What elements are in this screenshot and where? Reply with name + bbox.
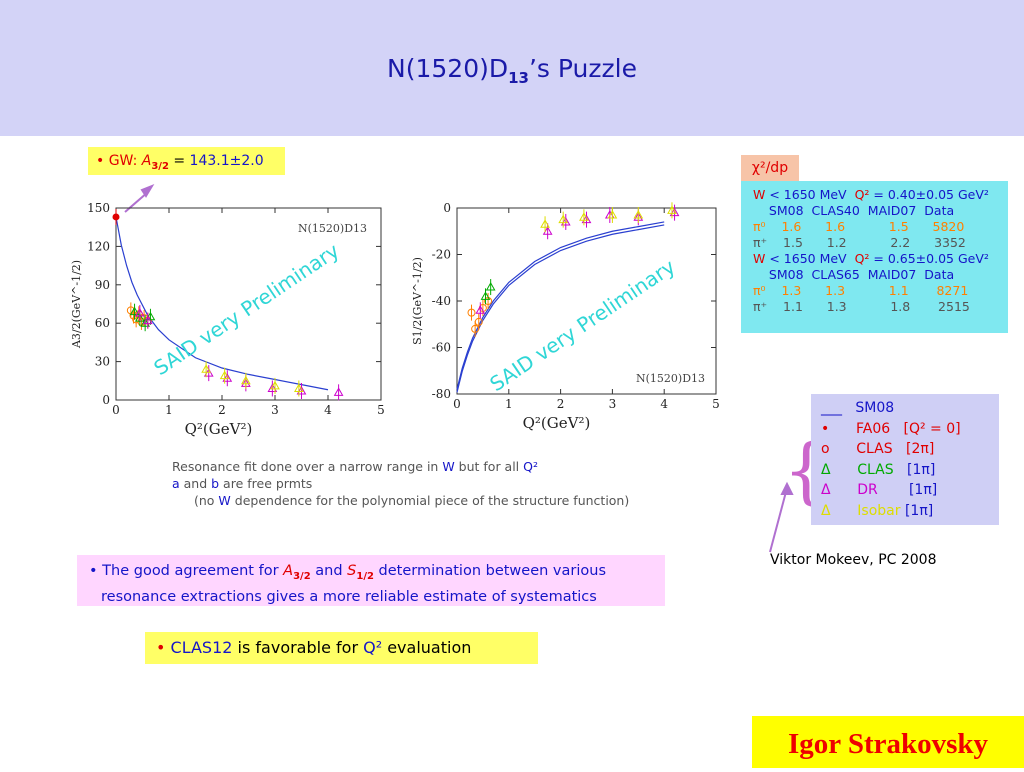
- fit-note: Resonance fit done over a narrow range i…: [172, 459, 630, 508]
- plot-title: N(1520)D13: [298, 222, 367, 235]
- y-tick-label: 0: [102, 393, 110, 407]
- chi2-table: W < 1650 MeV Q² = 0.40±0.05 GeV² SM08 CL…: [741, 181, 1008, 333]
- y-tick-label: 90: [95, 278, 110, 292]
- data-point: [270, 380, 280, 390]
- data-point: [134, 313, 145, 322]
- stats-row-columns2: SM08 CLAS65 MAID07 Data: [753, 267, 955, 282]
- credit-mokeev: Viktor Mokeev, PC 2008: [770, 552, 937, 568]
- y-tick-label: 120: [87, 239, 110, 253]
- data-point: [267, 383, 278, 392]
- legend-item-dr: Δ DR [1π]: [821, 482, 938, 498]
- sm08-curve-band: [456, 224, 665, 393]
- stats-row-pip-1: π⁺ 1.5 1.2 2.2 3352: [753, 235, 966, 250]
- y-tick-label: 60: [95, 316, 110, 330]
- chi2-label: χ²/dp: [741, 155, 799, 181]
- data-point: [142, 315, 153, 325]
- stats-row-pi0-2: π⁰ 1.3 1.3 1.1 8271: [753, 283, 969, 298]
- stats-row-pi0-1: π⁰ 1.6 1.6 1.5 5820: [753, 219, 965, 234]
- data-point: [293, 383, 304, 392]
- x-tick-label: 3: [271, 403, 279, 417]
- legend-item-isobar: Δ Isobar [1π]: [821, 502, 934, 519]
- y-tick-label: -60: [432, 341, 451, 355]
- data-point: [485, 282, 496, 291]
- data-point: [201, 364, 211, 373]
- x-axis-label: Q²(GeV²): [185, 420, 253, 438]
- y-tick-label: 30: [95, 355, 110, 369]
- stats-row-header2: W < 1650 MeV Q² = 0.65±0.05 GeV²: [753, 251, 989, 266]
- data-point: [542, 226, 553, 235]
- data-point: [607, 209, 618, 219]
- y-axis-label: A3/2(GeV^-1/2): [70, 260, 83, 349]
- data-point: [467, 308, 476, 317]
- gw-value-box: • GW: A3/2 = 143.1±2.0: [88, 147, 285, 175]
- data-point: [219, 370, 230, 380]
- chart-a32: 0 1 2 3 4 5 0 30 60 90 120 150 Q²(GeV²) A3/2(GeV^-1/2…: [70, 201, 385, 438]
- sm08-curve: [456, 221, 665, 390]
- data-point: [474, 317, 483, 326]
- y-tick-label: -40: [432, 294, 451, 308]
- data-point: [579, 212, 589, 221]
- data-point: [558, 214, 569, 224]
- data-point: [540, 219, 550, 228]
- x-tick-label: 2: [557, 397, 565, 411]
- x-tick-label: 4: [324, 403, 332, 417]
- y-tick-label: -80: [432, 387, 451, 401]
- data-point: [560, 216, 571, 226]
- y-tick-label: -20: [432, 248, 451, 262]
- clas12-note: • CLAS12 is favorable for Q² evaluation: [145, 632, 538, 664]
- gw-arrow: [124, 183, 155, 213]
- legend-item-clas-1pi: Δ CLAS [1π]: [821, 461, 936, 478]
- x-tick-label: 4: [660, 397, 668, 411]
- stats-row-columns1: SM08 CLAS40 MAID07 Data: [753, 203, 955, 218]
- watermark: SAID very Preliminary: [149, 238, 343, 380]
- plot-title: N(1520)D13: [636, 372, 705, 385]
- sm08-curve: [115, 216, 329, 391]
- author-box: Igor Strakovsky: [752, 716, 1024, 768]
- data-point: [240, 375, 251, 385]
- data-point: [475, 305, 486, 314]
- data-point: [633, 209, 644, 219]
- y-tick-label: 150: [87, 201, 110, 215]
- legend-box: ___ SM08 • FA06 [Q² = 0] o CLAS [2π] Δ C…: [811, 394, 999, 525]
- x-tick-label: 3: [609, 397, 617, 411]
- y-tick-label: 0: [443, 201, 451, 215]
- stats-row-header1: W < 1650 MeV Q² = 0.40±0.05 GeV²: [753, 187, 989, 202]
- x-tick-label: 5: [712, 397, 720, 411]
- data-point: [112, 213, 120, 221]
- data-point: [480, 291, 491, 300]
- stats-row-pip-2: π⁺ 1.1 1.3 1.8 2515: [753, 299, 970, 314]
- x-tick-label: 0: [453, 397, 461, 411]
- data-point: [669, 207, 680, 217]
- agreement-note: • The good agreement for A3/2 and S1/2 d…: [77, 555, 665, 606]
- data-point: [581, 214, 592, 224]
- legend-item-clas-2pi: o CLAS [2π]: [821, 441, 935, 457]
- data-point: [222, 373, 233, 382]
- x-tick-label: 2: [218, 403, 226, 417]
- data-point: [129, 306, 140, 316]
- data-point: [667, 205, 677, 214]
- title-banner: [0, 0, 1024, 136]
- x-axis-label: Q²(GeV²): [523, 414, 591, 432]
- data-point: [145, 311, 156, 321]
- x-tick-label: 0: [112, 403, 120, 417]
- plot-frame: [115, 207, 382, 401]
- mokeev-arrow: [769, 481, 794, 553]
- x-tick-label: 1: [505, 397, 513, 411]
- x-tick-label: 1: [165, 403, 173, 417]
- data-point: [296, 386, 307, 395]
- data-point: [140, 318, 151, 327]
- y-axis-label: S1/2(GeV^-1/2): [411, 257, 424, 345]
- x-tick-label: 5: [377, 403, 385, 417]
- data-point: [134, 307, 145, 317]
- legend-item-fa06: • FA06 [Q² = 0]: [821, 420, 961, 437]
- chart-s12: 0 1 2 3 4 5 0 -20 -40 -60 -80 Q²(GeV²) S1/2(GeV^-1/2…: [411, 201, 720, 432]
- slide-title: N(1520)D13’s Puzzle: [387, 54, 637, 87]
- data-point: [333, 387, 344, 396]
- legend-item-sm08: ___ SM08: [821, 400, 895, 416]
